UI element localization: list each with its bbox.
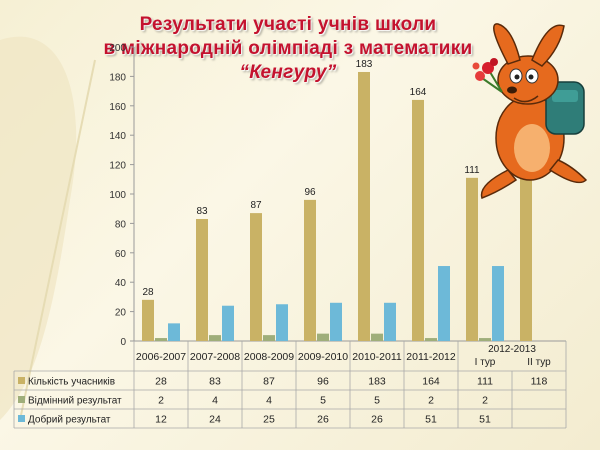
x-category-label: 2007-2008 <box>190 351 240 363</box>
table-value-cell: 12 <box>155 414 167 426</box>
chart-title-line-3: “Кенгуру” <box>239 62 337 83</box>
bar-1-1 <box>142 299 154 341</box>
bar-data-label: 183 <box>356 59 373 70</box>
y-tick-label: 160 <box>109 102 126 113</box>
bar-1-7 <box>466 177 478 341</box>
x-category-label: 2012-2013 <box>488 344 536 355</box>
bar-2-1 <box>155 338 167 341</box>
table-value-cell: 5 <box>320 395 326 407</box>
bar-layer <box>142 71 532 342</box>
table-value-cell: 164 <box>422 376 440 388</box>
y-tick-label: 200 <box>109 43 126 54</box>
bar-1-2 <box>196 218 208 341</box>
bar-1-8 <box>520 167 532 341</box>
table-value-cell: 28 <box>155 376 167 388</box>
y-tick-label: 20 <box>115 308 127 319</box>
bar-3-6 <box>438 266 450 341</box>
y-tick-label: 80 <box>115 219 127 230</box>
bar-2-4 <box>317 333 329 341</box>
bar-2-5 <box>371 333 383 341</box>
bar-data-label: 111 <box>464 165 480 176</box>
bar-2-6 <box>425 338 437 341</box>
table-value-cell: 4 <box>266 395 272 407</box>
table-value-cell: 26 <box>371 414 383 426</box>
legend-key <box>18 415 25 422</box>
x-category-label: 2008-2009 <box>244 351 294 363</box>
table-value-cell: 25 <box>263 414 275 426</box>
legend-key <box>18 377 25 384</box>
bar-data-label: 28 <box>142 287 154 298</box>
table-value-cell: 5 <box>374 395 380 407</box>
table-value-cell: 4 <box>212 395 218 407</box>
y-tick-label: 120 <box>109 161 126 172</box>
bar-1-3 <box>250 213 262 341</box>
table-value-cell: 87 <box>263 376 275 388</box>
bar-data-label: 164 <box>410 87 427 98</box>
x-category-label: 2011-2012 <box>406 351 456 363</box>
bar-data-label: 87 <box>250 200 262 211</box>
legend-series-name: Кількість учасників <box>28 377 115 388</box>
table-value-cell: 51 <box>479 414 491 426</box>
bar-1-4 <box>304 199 316 341</box>
table-value-cell: 51 <box>425 414 437 426</box>
bar-3-7 <box>492 266 504 341</box>
bar-3-4 <box>330 302 342 341</box>
x-category-sublabel: І тур <box>475 357 496 368</box>
y-tick-label: 180 <box>109 72 126 83</box>
bar-3-2 <box>222 305 234 341</box>
data-table: 2006-2007 2007-2008 2008-2009 2009-2010 2010… <box>13 341 567 429</box>
table-value-cell: 2 <box>158 395 164 407</box>
y-tick-label: 40 <box>115 278 127 289</box>
legend-series-name: Добрий результат <box>28 414 111 426</box>
x-category-label: 2006-2007 <box>136 351 186 363</box>
table-value-cell: 2 <box>482 395 488 407</box>
bar-2-2 <box>209 335 221 341</box>
x-category-sublabel: ІІ тур <box>527 357 551 368</box>
background-swoosh <box>0 36 77 420</box>
table-value-cell: 26 <box>317 414 329 426</box>
chart-title-line-2: в міжнародній олімпіаді з математики <box>103 38 473 59</box>
y-tick-label: 0 <box>120 337 126 348</box>
bar-2-3 <box>263 335 275 341</box>
y-tick-label: 60 <box>115 249 127 260</box>
legend-key <box>18 396 25 403</box>
table-value-cell: 111 <box>477 376 493 388</box>
flower-bouquet-icon <box>472 58 503 93</box>
table-value-cell: 2 <box>428 395 434 407</box>
legend-series-name: Відмінний результат <box>28 396 122 407</box>
x-category-label: 2010-2011 <box>352 351 402 363</box>
x-category-label: 2009-2010 <box>298 351 348 363</box>
bar-data-label: 83 <box>196 206 208 217</box>
background-swoosh-line <box>19 59 96 421</box>
bar-2-7 <box>479 338 491 341</box>
y-tick-label: 140 <box>109 131 126 142</box>
bar-data-label: 96 <box>304 187 316 198</box>
table-value-cell: 118 <box>531 376 548 388</box>
kangaroo-mascot-icon <box>480 23 588 199</box>
table-value-cell: 96 <box>317 376 329 388</box>
bar-3-1 <box>168 323 180 341</box>
table-value-cell: 83 <box>209 376 221 388</box>
bar-1-6 <box>412 99 424 341</box>
bar-1-5 <box>358 71 370 342</box>
table-value-cell: 183 <box>368 376 386 388</box>
table-value-cell: 24 <box>209 414 221 426</box>
y-tick-label: 100 <box>109 190 126 201</box>
bar-3-5 <box>384 302 396 341</box>
chart-title-line-1: Результати участі учнів школи <box>139 14 437 35</box>
bar-3-3 <box>276 304 288 341</box>
